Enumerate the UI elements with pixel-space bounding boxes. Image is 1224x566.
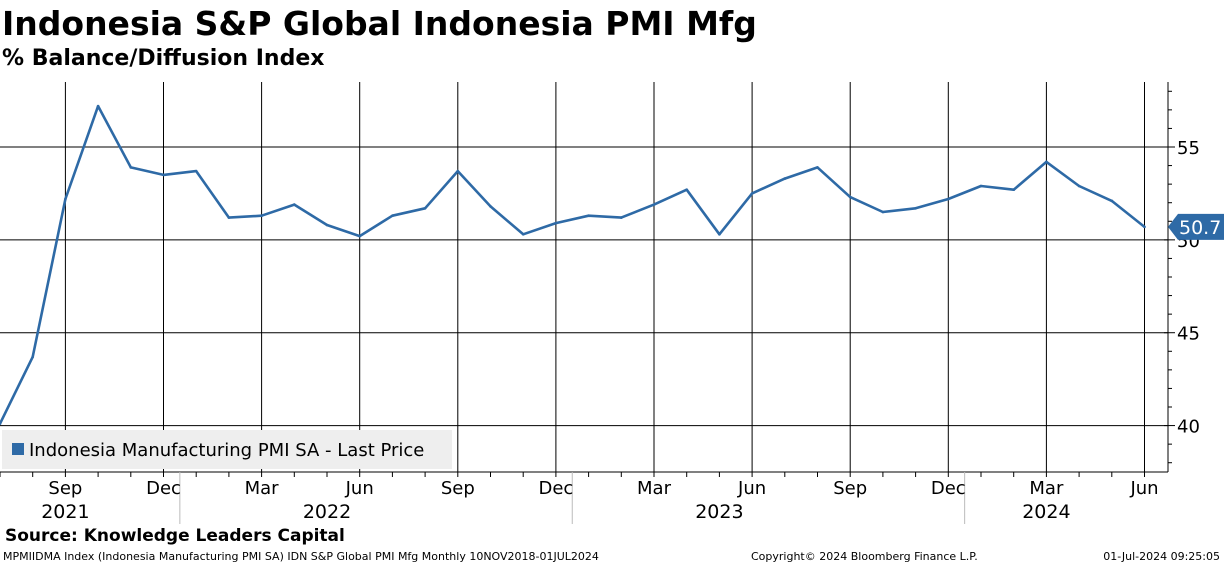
- data-point-2024-02: [1012, 188, 1015, 192]
- data-point-2022-02: [227, 216, 231, 219]
- x-tick-label-2022-06: Jun: [345, 478, 374, 499]
- data-point-2023-11: [914, 206, 917, 210]
- last-value-text: 50.7: [1179, 217, 1221, 239]
- chart-title: Indonesia S&P Global Indonesia PMI Mfg: [2, 4, 757, 43]
- x-tick-label-2022-12: Dec: [538, 478, 573, 499]
- data-point-2022-10: [489, 205, 492, 208]
- data-point-2022-01: [194, 169, 198, 173]
- x-axis-tick-labels: Sep Dec Mar Jun Sep Dec Mar Jun Sep Dec Mar Jun 2021…: [41, 478, 1158, 523]
- x-tick-label-2022-03: Mar: [245, 478, 280, 499]
- x-tick-label-2023-09: Sep: [833, 478, 867, 499]
- x-year-label-2021: 2021: [41, 501, 89, 523]
- vertical-gridlines: [64, 82, 1145, 472]
- data-point-2024-01: [979, 184, 983, 188]
- data-point-2022-04: [293, 203, 296, 206]
- x-year-label-2022: 2022: [303, 501, 351, 523]
- footer-timestamp: 01-Jul-2024 09:25:05: [1103, 550, 1220, 563]
- data-point-2023-09: [848, 195, 852, 199]
- x-tick-label-2024-03: Mar: [1029, 478, 1064, 499]
- axes: [0, 82, 1175, 524]
- legend-swatch: [12, 443, 24, 455]
- data-point-2021-11: [129, 166, 133, 169]
- data-point-2023-04: [685, 188, 688, 192]
- data-point-2023-08: [816, 166, 819, 169]
- y-tick-label-40: 40: [1177, 417, 1200, 438]
- y-tick-label-55: 55: [1177, 138, 1200, 159]
- x-tick-label-2021-09: Sep: [48, 478, 82, 499]
- data-point-2022-09: [456, 169, 460, 173]
- x-tick-label-2023-12: Dec: [931, 478, 966, 499]
- x-year-label-2023: 2023: [695, 501, 743, 523]
- data-point-2024-06: [1143, 225, 1146, 229]
- x-tick-label-2023-06: Jun: [737, 478, 766, 499]
- data-point-2021-09: [64, 197, 67, 201]
- data-point-2021-12: [162, 173, 165, 177]
- data-point-2022-07: [391, 214, 394, 218]
- data-point-2022-11: [521, 232, 525, 236]
- data-point-2023-05: [718, 232, 721, 236]
- last-value-label: 50.7: [1168, 213, 1224, 240]
- data-point-2024-05: [1110, 199, 1114, 203]
- x-tick-label-2023-03: Mar: [637, 478, 672, 499]
- legend: Indonesia Manufacturing PMI SA - Last Pr…: [2, 430, 452, 469]
- legend-box: [2, 430, 452, 469]
- data-point-2023-01: [587, 214, 590, 218]
- series-line: [0, 104, 1146, 425]
- x-tick-label-2022-09: Sep: [441, 478, 475, 499]
- data-point-2024-04: [1077, 184, 1081, 188]
- last-value-box: [1168, 213, 1224, 240]
- series-layer: [0, 104, 1146, 426]
- data-point-2022-05: [325, 223, 329, 227]
- horizontal-gridlines: [0, 146, 1168, 427]
- legend-label: Indonesia Manufacturing PMI SA - Last Pr…: [29, 440, 424, 461]
- data-point-2023-02: [620, 216, 623, 219]
- data-point-2023-07: [783, 177, 787, 180]
- data-point-2022-12: [554, 221, 558, 225]
- data-point-2023-12: [947, 197, 950, 201]
- y-tick-label-45: 45: [1177, 324, 1200, 345]
- data-point-2022-08: [423, 206, 427, 210]
- x-tick-label-2024-06: Jun: [1129, 478, 1158, 499]
- data-point-2021-08: [31, 355, 34, 359]
- data-point-2022-06: [358, 234, 362, 238]
- source-note: Source: Knowledge Leaders Capital: [5, 526, 345, 546]
- footer-ticker-info: MPMIIDMA Index (Indonesia Manufacturing …: [3, 550, 599, 563]
- data-point-2021-07: [0, 422, 2, 426]
- data-point-2022-03: [260, 214, 263, 218]
- footer-copyright: Copyright© 2024 Bloomberg Finance L.P.: [751, 550, 978, 563]
- data-point-2023-10: [881, 210, 885, 214]
- data-point-2023-06: [750, 192, 754, 195]
- data-point-2023-03: [652, 203, 656, 206]
- x-tick-label-2021-12: Dec: [146, 478, 181, 499]
- data-point-2024-03: [1045, 160, 1048, 164]
- data-point-2021-10: [96, 104, 100, 108]
- x-year-label-2024: 2024: [1022, 501, 1070, 523]
- chart-subtitle: % Balance/Diffusion Index: [2, 46, 325, 71]
